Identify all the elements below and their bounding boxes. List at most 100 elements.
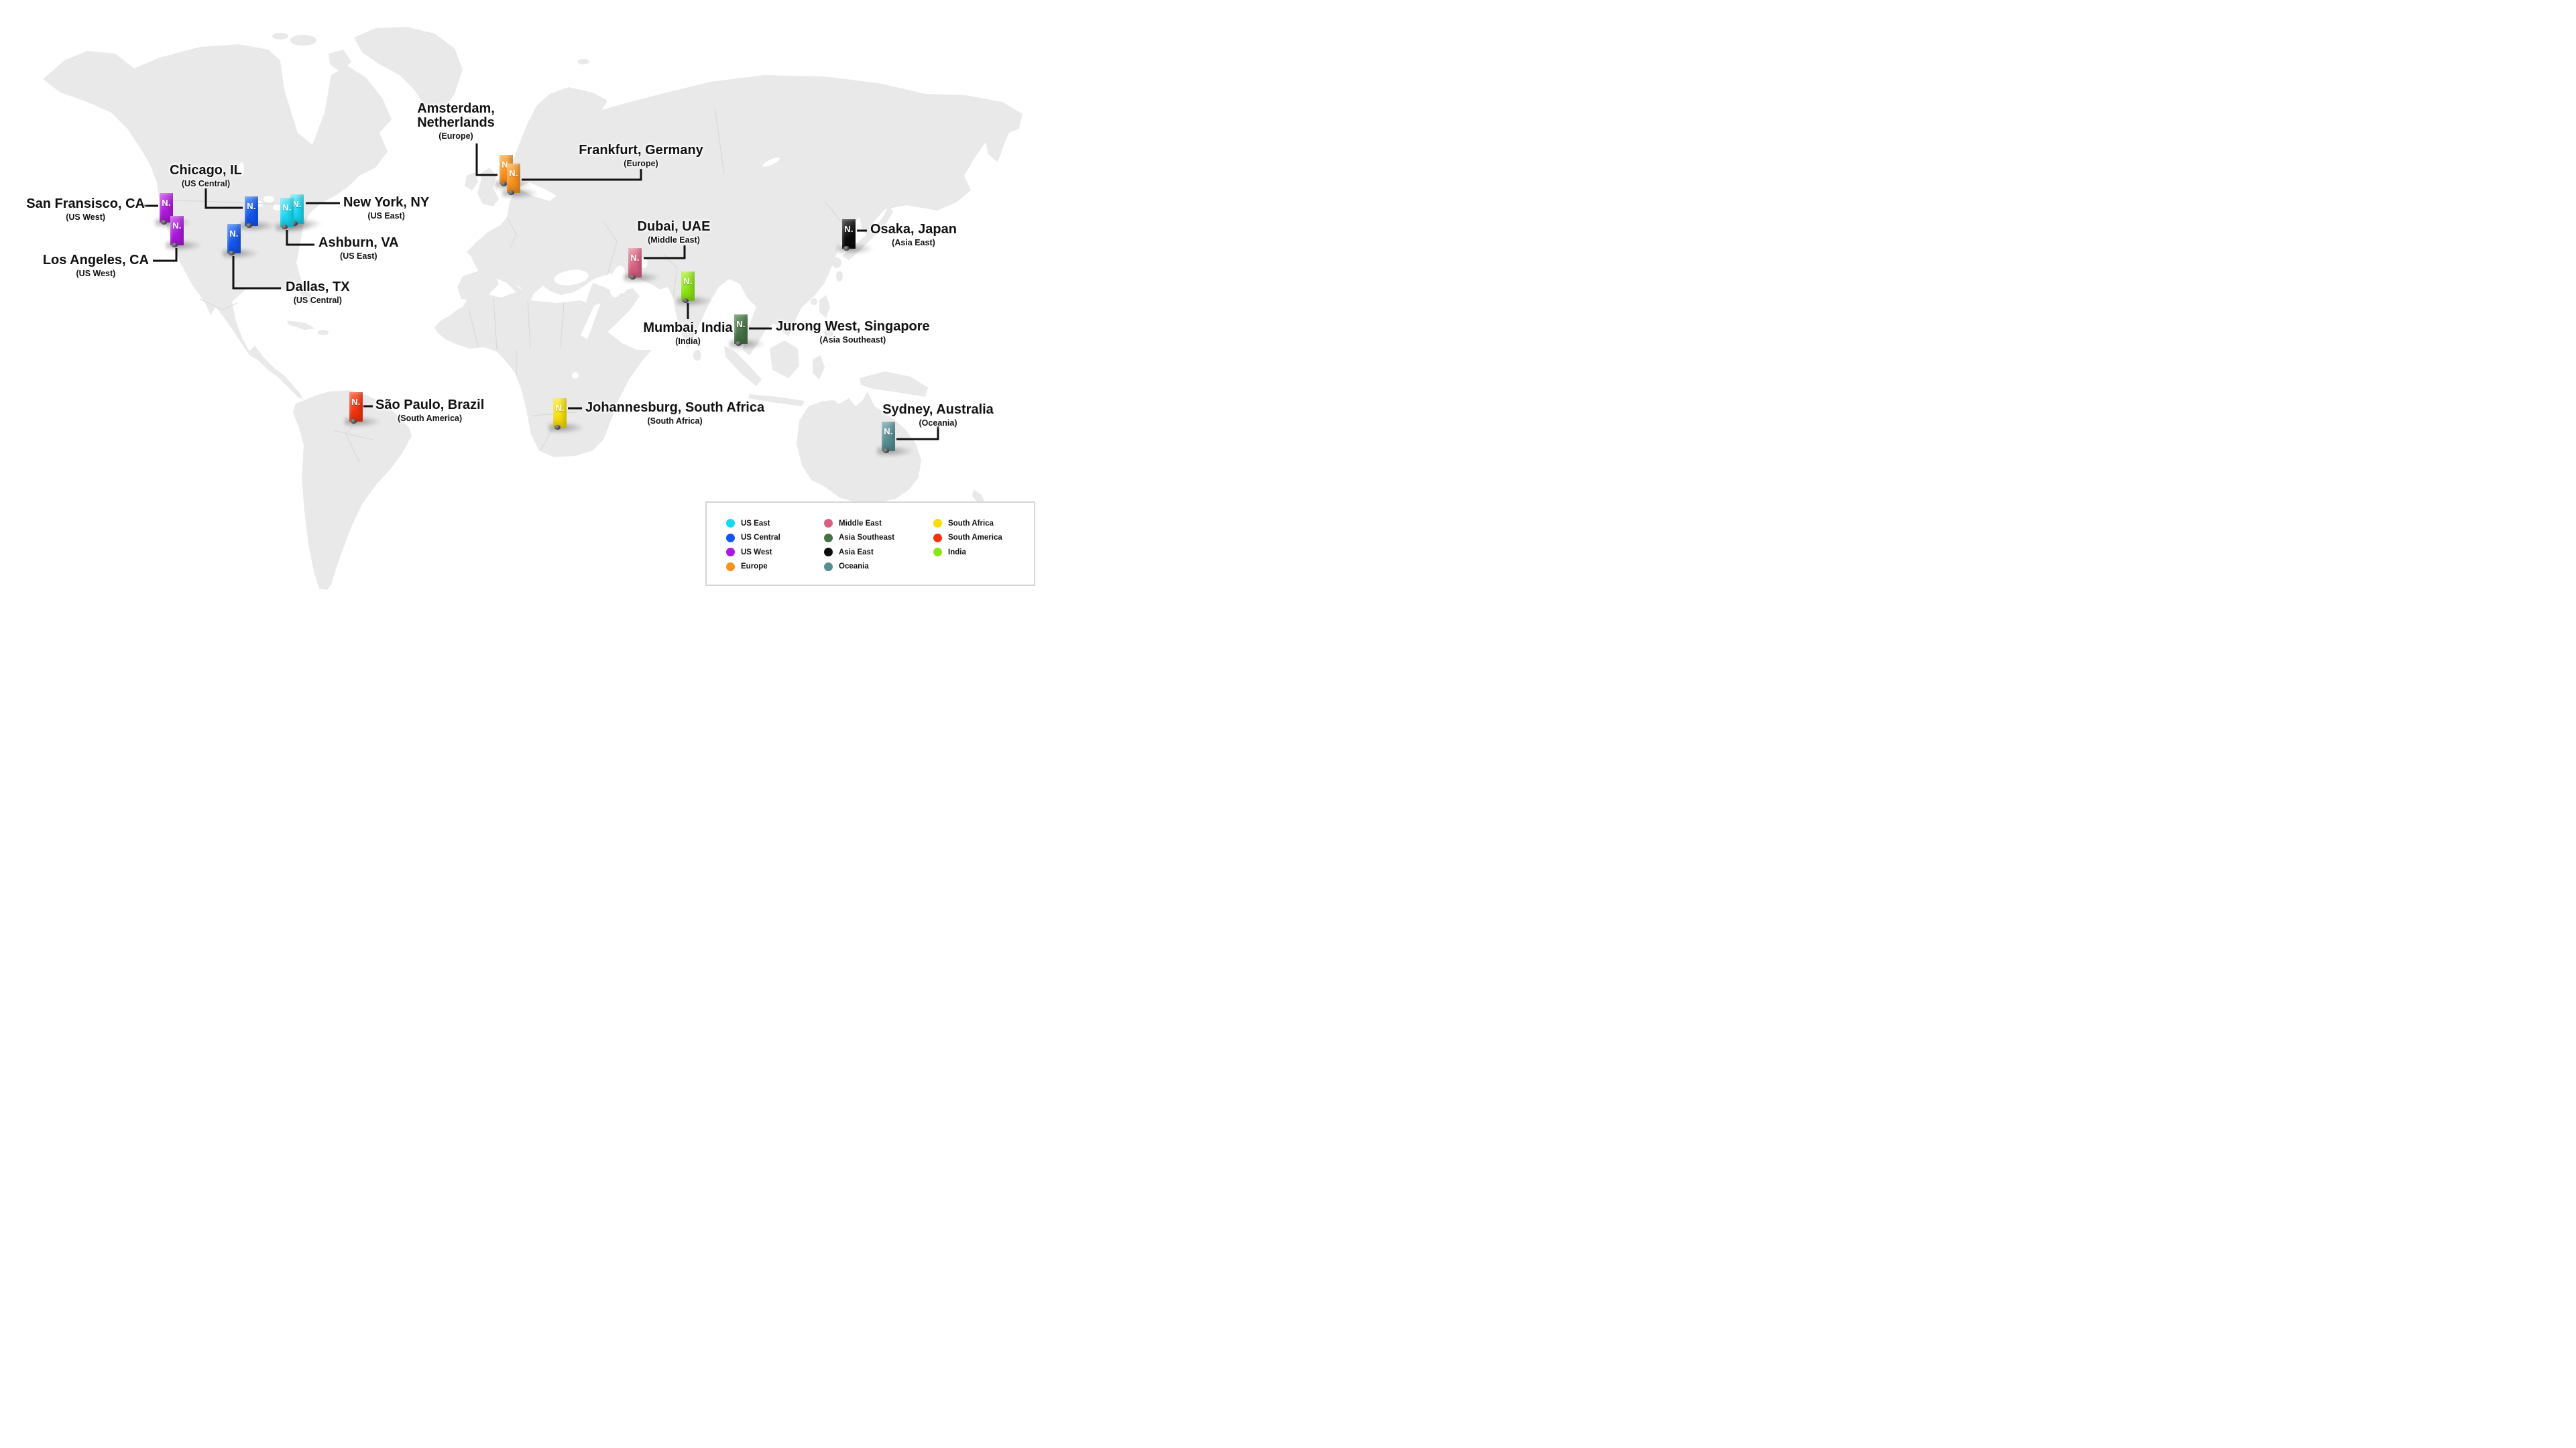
marker-pin-dot	[736, 341, 742, 346]
continent-eurasia	[467, 75, 1022, 355]
legend-item-label: Europe	[741, 562, 768, 570]
marker-pin-dot	[630, 275, 636, 280]
marker-pin-dot	[683, 298, 689, 303]
label-dallas: Dallas, TX (US Central)	[286, 280, 350, 305]
label-layer: San Fransisco, CA (US West) Los Angeles,…	[0, 0, 1051, 591]
connector-ashburn	[286, 230, 314, 246]
borneo	[770, 341, 799, 378]
marker-pin-dot	[172, 243, 178, 247]
marker-ashburn: N.	[276, 198, 313, 233]
legend-item-label: Middle East	[839, 519, 882, 528]
world-datacenter-map: N. N. N. N. N.	[0, 0, 1051, 591]
location-title: Chicago, IL	[170, 163, 242, 178]
legend-item-label: Asia Southeast	[839, 534, 895, 542]
marker-flag: N.	[681, 272, 695, 301]
location-region: (US West)	[76, 268, 116, 278]
legend-item-label: South America	[948, 534, 1002, 542]
legend-item-middle_east: Middle East	[824, 519, 933, 528]
label-sydney: Sydney, Australia (Oceania)	[882, 403, 994, 428]
marker-pin-dot	[161, 220, 167, 225]
marker-pin-dot	[883, 448, 889, 453]
location-region: (US West)	[66, 212, 106, 222]
location-title: Jurong West, Singapore	[776, 319, 930, 334]
legend-color-dot	[933, 548, 942, 556]
legend-color-dot	[726, 548, 735, 556]
marker-flag: N.	[160, 193, 173, 223]
legend-item-europe: Europe	[726, 562, 824, 571]
marker-flag: N.	[507, 164, 520, 193]
location-title: Dallas, TX	[286, 280, 350, 294]
connector-chicago	[204, 188, 243, 209]
marker-n-glyph: N.	[509, 168, 518, 178]
location-region: (US Central)	[293, 295, 342, 305]
legend-item-label: US Central	[741, 534, 780, 542]
legend-item-us_east: US East	[726, 519, 824, 528]
marker-flag: N.	[349, 392, 363, 422]
legend-color-dot	[726, 519, 735, 528]
label-los-angeles: Los Angeles, CA (US West)	[43, 253, 149, 278]
marker-flag: N.	[553, 398, 567, 428]
marker-flag: N.	[842, 219, 856, 249]
legend-color-dot	[933, 519, 942, 528]
marker-pin-dot	[246, 223, 252, 228]
marker-flag: N.	[290, 194, 304, 224]
label-frankfurt: Frankfurt, Germany (Europe)	[579, 143, 703, 168]
great-britain	[477, 168, 499, 206]
location-title: Johannesburg, South Africa	[585, 400, 765, 415]
marker-pin-dot	[351, 419, 357, 424]
label-san-francisco: San Fransisco, CA (US West)	[26, 197, 145, 222]
marker-n-glyph: N.	[683, 276, 693, 286]
marker-n-glyph: N.	[229, 229, 239, 239]
marker-pin-dot	[292, 221, 298, 226]
marker-pin-dot	[229, 251, 235, 255]
marker-pin-dot	[282, 225, 288, 229]
connector-los-angeles	[153, 248, 178, 262]
marker-n-glyph: N.	[351, 397, 361, 407]
label-new-york: New York, NY (US East)	[343, 196, 429, 221]
location-region: (Middle East)	[648, 235, 700, 245]
legend-item-asia_east: Asia East	[824, 548, 933, 556]
greenland	[354, 27, 463, 114]
connector-amsterdam	[475, 143, 497, 176]
legend-item-us_west: US West	[726, 548, 824, 556]
marker-n-glyph: N.	[172, 221, 182, 231]
location-title: Dubai, UAE	[637, 219, 711, 234]
sumatra	[724, 346, 762, 386]
marker-flag: N.	[245, 196, 258, 226]
legend-item-us_central: US Central	[726, 533, 824, 542]
legend: US East US Central US West Europe Middle…	[705, 501, 1035, 586]
location-region: (South America)	[398, 413, 463, 423]
location-region: (Asia Southeast)	[819, 335, 886, 345]
marker-n-glyph: N.	[736, 319, 746, 329]
marker-frankfurt: N.	[502, 164, 540, 199]
legend-item-label: US East	[741, 519, 770, 528]
location-region: (India)	[675, 336, 701, 346]
continent-north-america	[43, 44, 392, 400]
connector-frankfurt	[522, 169, 642, 181]
label-johannesburg: Johannesburg, South Africa (South Africa…	[585, 401, 764, 426]
connector-sydney	[896, 426, 939, 440]
location-title: New York, NY	[343, 195, 430, 210]
location-title: Ashburn, VA	[318, 235, 399, 250]
marker-dallas: N.	[223, 224, 260, 259]
marker-sao-paulo: N.	[345, 392, 382, 428]
legend-item-asia_southeast: Asia Southeast	[824, 533, 933, 542]
label-chicago: Chicago, IL (US Central)	[170, 164, 242, 188]
location-region: (Europe)	[438, 131, 473, 141]
marker-flag: N.	[882, 422, 895, 451]
location-region: (US East)	[340, 251, 377, 261]
location-title: Sydney, Australia	[882, 402, 994, 417]
marker-n-glyph: N.	[555, 403, 565, 413]
label-ashburn: Ashburn, VA (US East)	[318, 236, 399, 261]
marker-los-angeles: N.	[166, 216, 203, 251]
legend-item-label: Oceania	[839, 562, 869, 570]
marker-flag: N.	[280, 198, 294, 227]
legend-column-3: South Africa South America India	[933, 519, 1002, 556]
world-map	[43, 27, 1022, 590]
legend-color-dot	[726, 562, 735, 571]
location-title: Amsterdam, Netherlands	[417, 101, 495, 130]
location-region: (South Africa)	[647, 416, 703, 426]
marker-osaka: N.	[837, 219, 875, 255]
legend-item-oceania: Oceania	[824, 562, 933, 571]
marker-n-glyph: N.	[282, 202, 292, 213]
